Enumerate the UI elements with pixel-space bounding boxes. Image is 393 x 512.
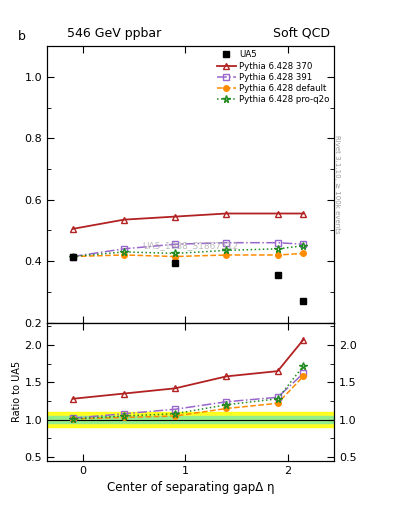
Y-axis label: Ratio to UA5: Ratio to UA5	[12, 361, 22, 422]
Pythia 6.428 391	[173, 241, 178, 247]
Pythia 6.428 391	[275, 240, 280, 246]
Legend: UA5, Pythia 6.428 370, Pythia 6.428 391, Pythia 6.428 default, Pythia 6.428 pro-: UA5, Pythia 6.428 370, Pythia 6.428 391,…	[215, 49, 331, 105]
Pythia 6.428 default	[70, 253, 75, 260]
UA5	[301, 298, 306, 304]
Pythia 6.428 default	[122, 252, 127, 258]
X-axis label: Center of separating gapΔ η: Center of separating gapΔ η	[107, 481, 274, 494]
UA5	[173, 260, 178, 266]
Y-axis label: b: b	[17, 30, 25, 44]
Y-axis label: Rivet 3.1.10, ≥ 100k events: Rivet 3.1.10, ≥ 100k events	[334, 135, 340, 233]
UA5	[275, 272, 280, 278]
Line: Pythia 6.428 default: Pythia 6.428 default	[70, 251, 306, 259]
Pythia 6.428 391	[224, 240, 229, 246]
Pythia 6.428 391	[122, 246, 127, 252]
Pythia 6.428 default	[275, 252, 280, 258]
Pythia 6.428 pro-q2o	[275, 246, 280, 252]
Pythia 6.428 370	[173, 214, 178, 220]
Line: Pythia 6.428 pro-q2o: Pythia 6.428 pro-q2o	[69, 242, 307, 260]
Pythia 6.428 370	[122, 217, 127, 223]
Pythia 6.428 default	[224, 252, 229, 258]
Pythia 6.428 pro-q2o	[301, 243, 306, 249]
Pythia 6.428 pro-q2o	[224, 247, 229, 253]
Pythia 6.428 370	[301, 210, 306, 217]
Bar	[47, 416, 334, 423]
Pythia 6.428 370	[224, 210, 229, 217]
Pythia 6.428 391	[301, 241, 306, 247]
Pythia 6.428 pro-q2o	[173, 250, 178, 257]
Pythia 6.428 391	[70, 253, 75, 260]
Pythia 6.428 pro-q2o	[70, 253, 75, 260]
Text: Soft QCD: Soft QCD	[273, 27, 330, 40]
Pythia 6.428 370	[70, 226, 75, 232]
Line: UA5: UA5	[69, 253, 307, 305]
Bar	[47, 412, 334, 427]
Line: Pythia 6.428 370: Pythia 6.428 370	[70, 210, 307, 232]
UA5	[70, 253, 75, 260]
Pythia 6.428 default	[301, 250, 306, 257]
Pythia 6.428 pro-q2o	[122, 249, 127, 255]
Pythia 6.428 370	[275, 210, 280, 217]
Text: 546 GeV ppbar: 546 GeV ppbar	[67, 27, 161, 40]
Pythia 6.428 default	[173, 253, 178, 260]
Line: Pythia 6.428 391: Pythia 6.428 391	[70, 240, 306, 259]
Text: UA5_1988_S1867512: UA5_1988_S1867512	[143, 241, 239, 250]
